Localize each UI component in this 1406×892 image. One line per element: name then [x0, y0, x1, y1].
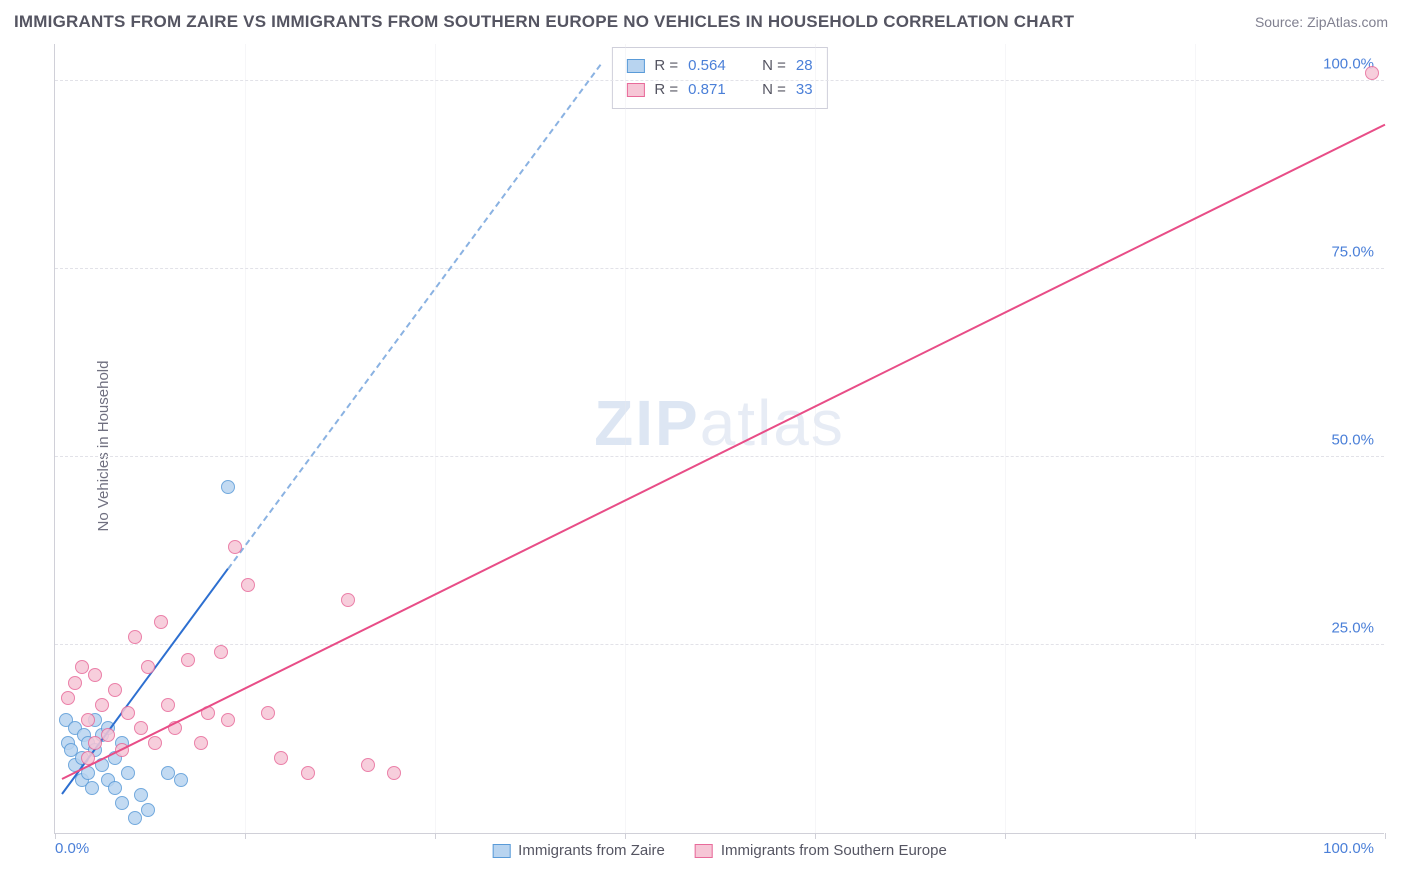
data-point-seurope [181, 653, 195, 667]
r-label: R = [654, 78, 678, 102]
data-point-zaire [85, 781, 99, 795]
x-tickmark [815, 833, 816, 839]
data-point-zaire [141, 803, 155, 817]
gridline-vertical [625, 44, 626, 833]
x-tickmark [1005, 833, 1006, 839]
data-point-seurope [88, 668, 102, 682]
source-attribution: Source: ZipAtlas.com [1255, 14, 1388, 30]
data-point-seurope [61, 691, 75, 705]
data-point-seurope [75, 660, 89, 674]
data-point-seurope [228, 540, 242, 554]
n-value-zaire: 28 [796, 54, 813, 78]
legend-item-seurope: Immigrants from Southern Europe [695, 842, 947, 859]
data-point-seurope [274, 751, 288, 765]
data-point-seurope [387, 766, 401, 780]
data-point-seurope [68, 676, 82, 690]
scatter-plot-area: ZIPatlas R = 0.564 N = 28 R = 0.871 N = … [54, 44, 1384, 834]
data-point-seurope [134, 721, 148, 735]
x-tickmark [55, 833, 56, 839]
r-value-zaire: 0.564 [688, 54, 744, 78]
data-point-seurope [101, 728, 115, 742]
data-point-zaire [108, 781, 122, 795]
data-point-seurope [154, 615, 168, 629]
data-point-zaire [221, 480, 235, 494]
gridline-vertical [815, 44, 816, 833]
data-point-seurope [301, 766, 315, 780]
gridline-horizontal [55, 268, 1384, 269]
r-value-seurope: 0.871 [688, 78, 744, 102]
gridline-vertical [1005, 44, 1006, 833]
y-tick-label: 75.0% [1331, 243, 1374, 260]
data-point-zaire [128, 811, 142, 825]
data-point-seurope [241, 578, 255, 592]
n-value-seurope: 33 [796, 78, 813, 102]
data-point-seurope [361, 758, 375, 772]
x-tickmark [625, 833, 626, 839]
data-point-zaire [115, 796, 129, 810]
x-axis-min-label: 0.0% [55, 840, 89, 857]
x-tickmark [1385, 833, 1386, 839]
data-point-seurope [161, 698, 175, 712]
swatch-zaire [626, 59, 644, 73]
data-point-seurope [221, 713, 235, 727]
legend-label-seurope: Immigrants from Southern Europe [721, 842, 947, 859]
r-label: R = [654, 54, 678, 78]
gridline-horizontal [55, 644, 1384, 645]
legend-bottom: Immigrants from Zaire Immigrants from So… [492, 842, 947, 859]
data-point-seurope [81, 713, 95, 727]
n-label: N = [762, 54, 786, 78]
gridline-vertical [435, 44, 436, 833]
swatch-seurope [626, 83, 644, 97]
x-axis-max-label: 100.0% [1323, 840, 1374, 857]
data-point-seurope [128, 630, 142, 644]
data-point-seurope [141, 660, 155, 674]
gridline-vertical [245, 44, 246, 833]
watermark: ZIPatlas [594, 386, 845, 460]
y-tick-label: 25.0% [1331, 619, 1374, 636]
data-point-seurope [121, 706, 135, 720]
x-tickmark [435, 833, 436, 839]
legend-stats-row-zaire: R = 0.564 N = 28 [626, 54, 812, 78]
x-tickmark [245, 833, 246, 839]
data-point-seurope [341, 593, 355, 607]
data-point-seurope [194, 736, 208, 750]
swatch-zaire [492, 844, 510, 858]
x-tickmark [1195, 833, 1196, 839]
legend-stats-box: R = 0.564 N = 28 R = 0.871 N = 33 [611, 47, 827, 109]
data-point-seurope [148, 736, 162, 750]
data-point-seurope [108, 683, 122, 697]
legend-stats-row-seurope: R = 0.871 N = 33 [626, 78, 812, 102]
chart-title: IMMIGRANTS FROM ZAIRE VS IMMIGRANTS FROM… [14, 12, 1074, 32]
data-point-seurope [214, 645, 228, 659]
gridline-horizontal [55, 456, 1384, 457]
data-point-zaire [121, 766, 135, 780]
trendline [61, 124, 1385, 780]
gridline-vertical [1195, 44, 1196, 833]
data-point-zaire [134, 788, 148, 802]
data-point-seurope [95, 698, 109, 712]
gridline-horizontal [55, 80, 1384, 81]
trendline-extrapolated [227, 64, 601, 569]
n-label: N = [762, 78, 786, 102]
data-point-seurope [88, 736, 102, 750]
swatch-seurope [695, 844, 713, 858]
data-point-seurope [261, 706, 275, 720]
y-tick-label: 50.0% [1331, 431, 1374, 448]
legend-label-zaire: Immigrants from Zaire [518, 842, 665, 859]
data-point-zaire [161, 766, 175, 780]
data-point-zaire [174, 773, 188, 787]
legend-item-zaire: Immigrants from Zaire [492, 842, 665, 859]
data-point-seurope [1365, 66, 1379, 80]
